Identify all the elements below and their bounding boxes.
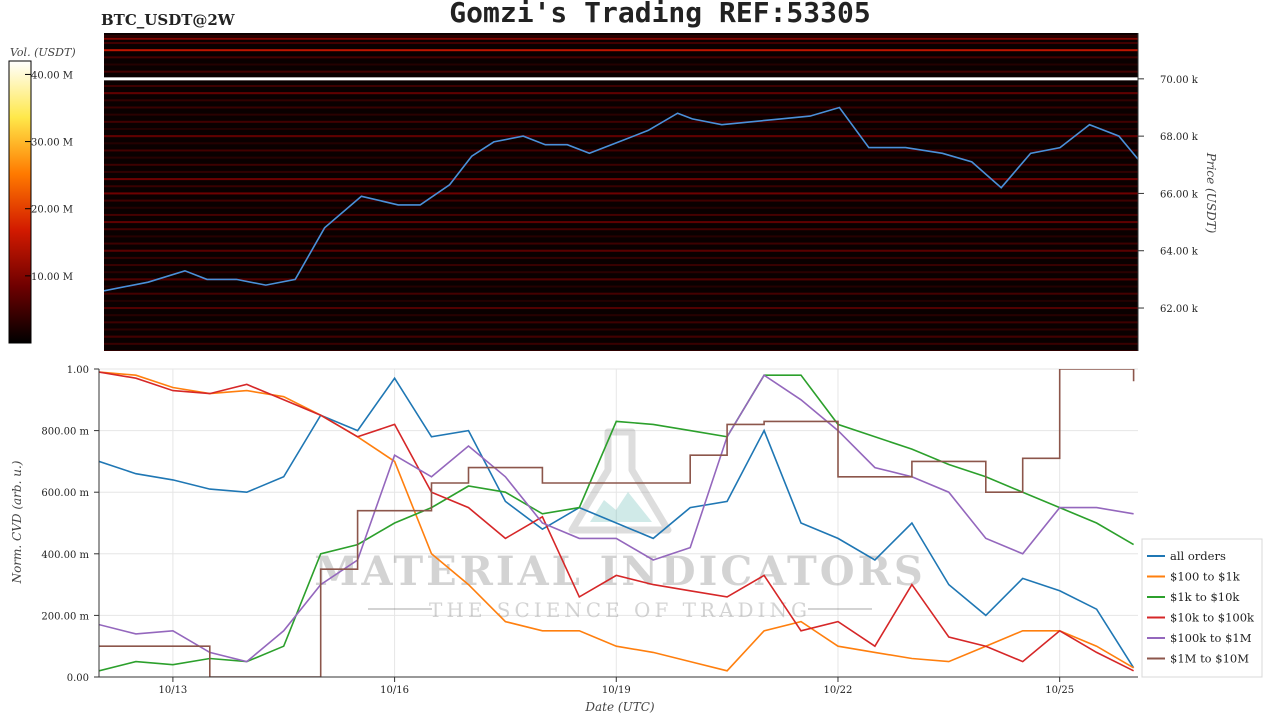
symbol-label: BTC_USDT@2W [101, 11, 235, 29]
liquidity-band [104, 56, 1138, 59]
liquidity-band [104, 328, 1138, 331]
heatmap-background [104, 33, 1138, 351]
legend-item-label: all orders [1170, 549, 1226, 563]
cvd-y-tick-label: 600.00 m [41, 488, 89, 499]
cvd-y-tick-label: 0.00 [67, 673, 89, 684]
heatmap-panel: 62.00 k 64.00 k 66.00 k 68.00 k 70.00 k Pric… [104, 33, 1218, 351]
cvd-y-tick-label: 200.00 m [41, 611, 89, 622]
liquidity-band [104, 199, 1138, 202]
watermark-subtitle: THE SCIENCE OF TRADING [429, 598, 811, 622]
liquidity-band [104, 242, 1138, 245]
colorbar-tick-label: 10.00 M [31, 272, 73, 283]
liquidity-band [104, 321, 1138, 324]
price-axis-label: Price (USDT) [1204, 152, 1218, 234]
x-tick-label: 10/25 [1045, 685, 1074, 696]
cvd-y-tick-label: 1.00 [67, 365, 89, 376]
liquidity-band [104, 156, 1138, 159]
liquidity-band [104, 70, 1138, 73]
colorbar-tick-label: 40.00 M [31, 70, 73, 81]
flask-icon [568, 428, 672, 534]
liquidity-band [104, 99, 1138, 102]
series-line [99, 369, 1135, 677]
x-tick-label: 10/19 [602, 685, 631, 696]
liquidity-band [104, 113, 1138, 116]
liquidity-wall [104, 49, 1138, 52]
liquidity-band [104, 185, 1138, 188]
x-tick-label: 10/22 [824, 685, 853, 696]
colorbar: Vol. (USDT) 10.00 M 20.00 M 30.00 M 40.00 M [8, 46, 76, 344]
x-tick-label: 10/13 [158, 685, 187, 696]
liquidity-wall [104, 37, 1138, 40]
liquidity-wall [104, 335, 1138, 338]
cvd-y-axis-label: Norm. CVD (arb. u.) [10, 460, 24, 584]
liquidity-band [104, 292, 1138, 295]
liquidity-band [104, 106, 1138, 109]
price-tick-label: 70.00 k [1160, 75, 1199, 86]
liquidity-band [104, 285, 1138, 288]
liquidity-band [104, 235, 1138, 238]
liquidity-band [104, 142, 1138, 145]
series-line [99, 374, 1134, 663]
liquidity-wall [104, 135, 1138, 138]
colorbar-tick-label: 30.00 M [31, 138, 73, 149]
cvd-y-tick-label: 800.00 m [41, 427, 89, 438]
series-line [99, 374, 1135, 672]
liquidity-band [104, 85, 1138, 87]
series-line [99, 371, 1134, 672]
legend-item-label: $100 to $1k [1170, 570, 1241, 584]
price-tick-label: 64.00 k [1160, 247, 1199, 258]
colorbar-scale [8, 60, 32, 344]
legend-box [1141, 538, 1263, 678]
liquidity-band [104, 149, 1138, 152]
liquidity-band [104, 314, 1138, 317]
liquidity-band [104, 120, 1138, 123]
watermark-title: MATERIAL INDICATORS [314, 548, 926, 595]
colorbar-label: Vol. (USDT) [10, 46, 76, 59]
legend-item-label: $10k to $100k [1170, 611, 1255, 625]
liquidity-band [104, 228, 1138, 231]
price-tick-label: 62.00 k [1160, 304, 1199, 315]
legend: all orders $100 to $1k $1k to $10k $10k to … [1141, 538, 1263, 678]
liquidity-band [104, 213, 1138, 216]
liquidity-band [104, 42, 1138, 45]
x-tick-label: 10/16 [380, 685, 409, 696]
legend-item-label: $1M to $10M [1170, 652, 1249, 666]
liquidity-wall [104, 92, 1138, 95]
cvd-y-tick-label: 400.00 m [41, 550, 89, 561]
legend-item-label: $1k to $10k [1170, 590, 1240, 604]
liquidity-band [104, 256, 1138, 259]
liquidity-wall [104, 221, 1138, 224]
cvd-panel: MATERIAL INDICATORS THE SCIENCE OF TRADI… [10, 365, 1138, 714]
watermark: MATERIAL INDICATORS THE SCIENCE OF TRADI… [314, 428, 926, 622]
liquidity-wall [104, 249, 1138, 252]
price-tick-label: 68.00 k [1160, 132, 1199, 143]
liquidity-band [104, 34, 1138, 37]
price-tick-label: 66.00 k [1160, 189, 1199, 200]
liquidity-band [104, 271, 1138, 274]
x-axis-label: Date (UTC) [584, 700, 654, 714]
liquidity-band [104, 350, 1138, 351]
liquidity-band [104, 299, 1138, 302]
liquidity-wall [104, 192, 1138, 195]
liquidity-wall [104, 278, 1138, 281]
series-line [99, 376, 1135, 669]
mountain-icon [590, 492, 652, 522]
liquidity-band [104, 163, 1138, 166]
colorbar-tick-label: 20.00 M [31, 205, 73, 216]
liquidity-band [104, 63, 1138, 66]
liquidity-band [104, 127, 1138, 130]
liquidity-band [104, 264, 1138, 267]
liquidity-wall [104, 178, 1138, 181]
chart-title: Gomzi's Trading REF:53305 [449, 0, 871, 29]
liquidity-wall [104, 307, 1138, 310]
liquidity-band [104, 342, 1138, 345]
price-line [104, 106, 1138, 292]
legend-item-label: $100k to $1M [1170, 631, 1252, 645]
liquidity-band [104, 170, 1138, 173]
liquidity-band [104, 206, 1138, 209]
liquidity-wall [104, 77, 1138, 81]
